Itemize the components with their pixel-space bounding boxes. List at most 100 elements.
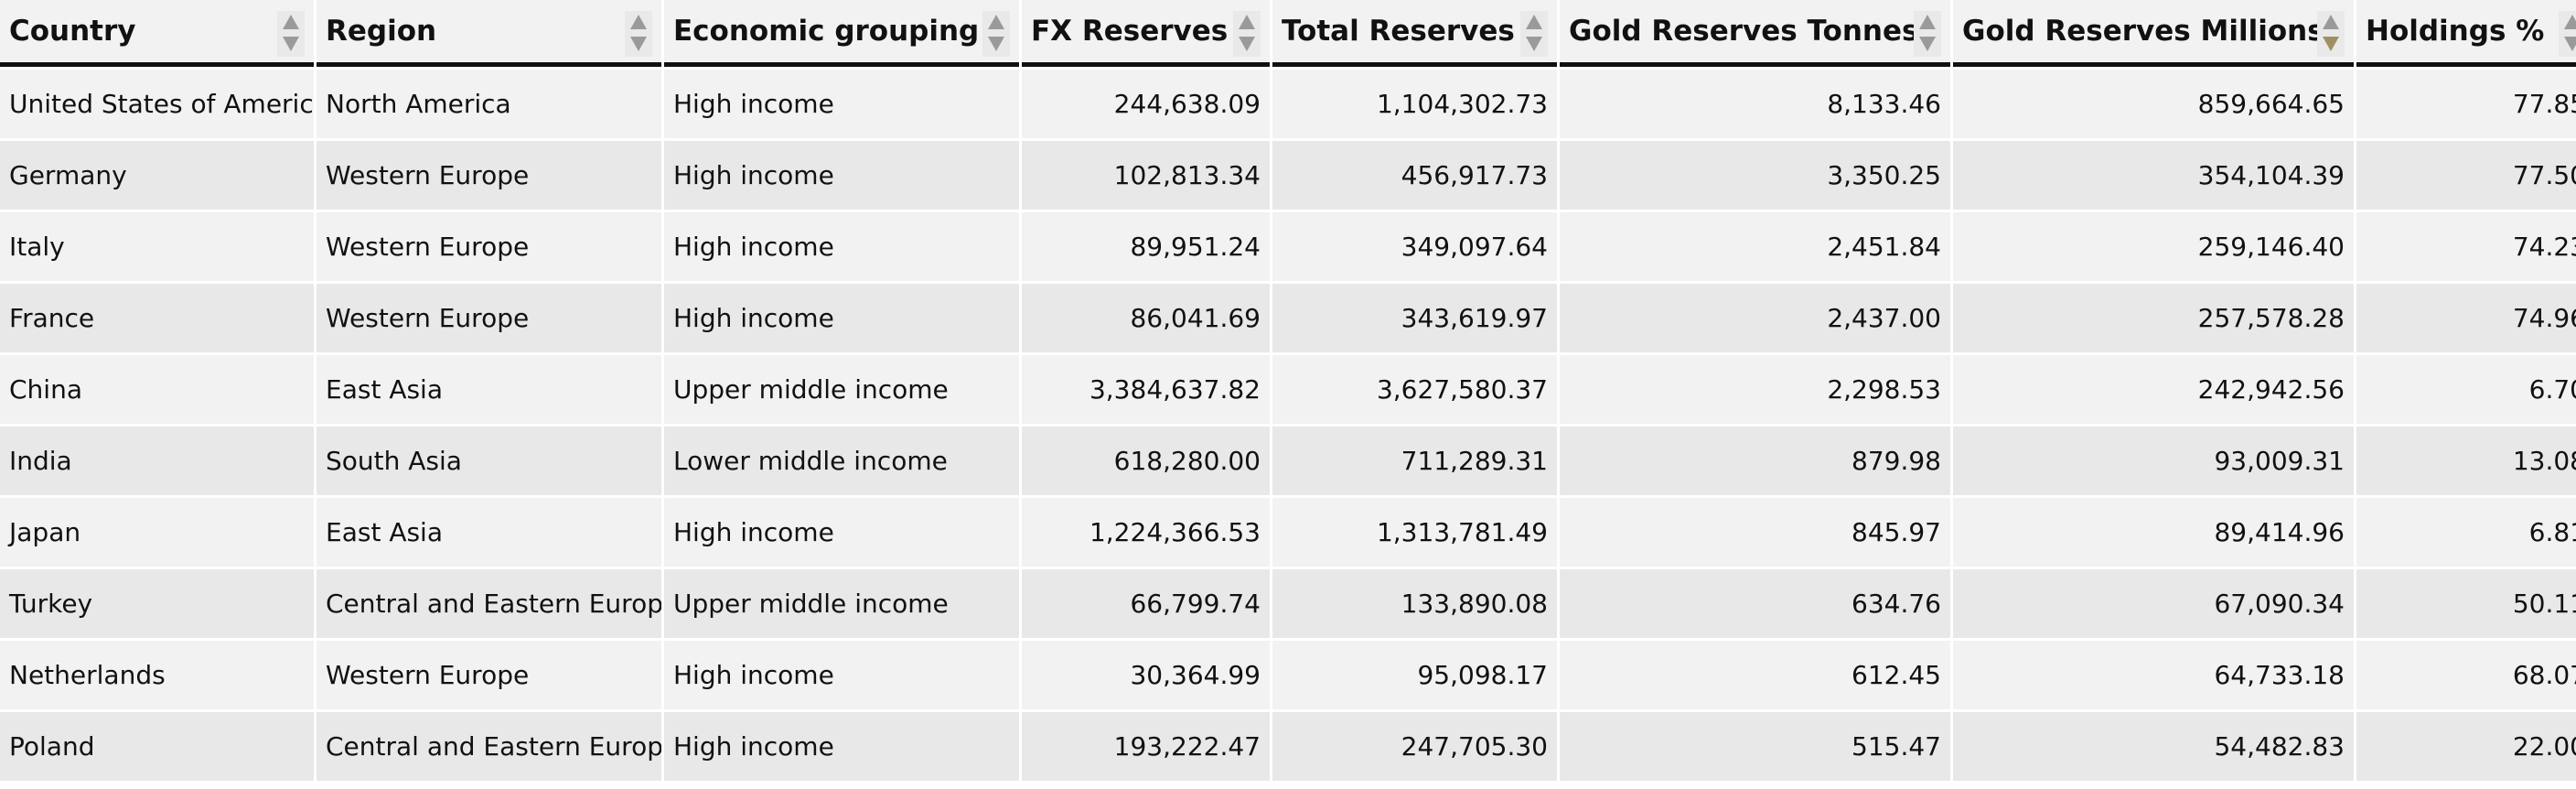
sort-down	[1526, 37, 1542, 51]
table-cell: 3,384,637.82	[1022, 355, 1270, 424]
table-cell: Turkey	[0, 569, 314, 638]
table-cell: China	[0, 355, 314, 424]
table-cell: High income	[664, 141, 1019, 210]
sort-icon[interactable]	[2317, 11, 2345, 57]
header-label: Holdings %	[2366, 15, 2545, 48]
table-cell: 74.96	[2356, 284, 2576, 352]
table-cell: 102,813.34	[1022, 141, 1270, 210]
table-cell: 259,146.40	[1953, 212, 2354, 281]
table-cell: 8,133.46	[1560, 70, 1950, 138]
table-cell: 879.98	[1560, 427, 1950, 495]
table-cell: Lower middle income	[664, 427, 1019, 495]
header-label: Country	[9, 15, 136, 48]
table-cell: United States of America	[0, 70, 314, 138]
table-cell: 515.47	[1560, 712, 1950, 781]
table-row: China East Asia Upper middle income 3,384,6…	[0, 355, 2576, 424]
sort-icon[interactable]	[1233, 11, 1261, 57]
table-cell: 618,280.00	[1022, 427, 1270, 495]
table-cell: South Asia	[317, 427, 661, 495]
table-cell: North America	[317, 70, 661, 138]
table-cell: 343,619.97	[1272, 284, 1557, 352]
table-cell: East Asia	[317, 355, 661, 424]
table-cell: Western Europe	[317, 212, 661, 281]
table-row: France Western Europe High income 86,041.69…	[0, 284, 2576, 352]
table-row: Germany Western Europe High income 102,813.…	[0, 141, 2576, 210]
sort-up	[1239, 15, 1255, 29]
sort-down	[2564, 37, 2576, 51]
table-cell: Central and Eastern Europe	[317, 569, 661, 638]
table-cell: 242,942.56	[1953, 355, 2354, 424]
table-row: Italy Western Europe High income 89,951.24 3…	[0, 212, 2576, 281]
table-cell: 247,705.30	[1272, 712, 1557, 781]
table-cell: 2,298.53	[1560, 355, 1950, 424]
table-cell: 612.45	[1560, 641, 1950, 709]
column-header[interactable]: Total Reserves	[1272, 0, 1557, 67]
sort-arrows	[988, 15, 1004, 51]
column-header[interactable]: Region	[317, 0, 661, 67]
table-cell: 845.97	[1560, 498, 1950, 567]
sort-icon[interactable]	[2559, 11, 2576, 57]
table-cell: Upper middle income	[664, 569, 1019, 638]
table-cell: 2,451.84	[1560, 212, 1950, 281]
column-header[interactable]: Holdings %	[2356, 0, 2576, 67]
table-cell: 89,951.24	[1022, 212, 1270, 281]
table-cell: 349,097.64	[1272, 212, 1557, 281]
sort-arrows	[2564, 15, 2576, 51]
sort-arrows	[1526, 15, 1542, 51]
table-cell: Western Europe	[317, 141, 661, 210]
table-cell: 86,041.69	[1022, 284, 1270, 352]
sort-arrows	[630, 15, 647, 51]
sort-up	[1526, 15, 1542, 29]
sort-down	[1919, 37, 1936, 51]
table-row: Turkey Central and Eastern Europe Upper mi…	[0, 569, 2576, 638]
table-cell: 3,627,580.37	[1272, 355, 1557, 424]
column-header[interactable]: FX Reserves	[1022, 0, 1270, 67]
sort-down	[988, 37, 1004, 51]
sort-icon[interactable]	[277, 11, 305, 57]
table-cell: Poland	[0, 712, 314, 781]
sort-down	[2323, 37, 2339, 51]
table-cell: 77.50	[2356, 141, 2576, 210]
table-cell: Italy	[0, 212, 314, 281]
column-header[interactable]: Gold Reserves Millions	[1953, 0, 2354, 67]
table-row: Netherlands Western Europe High income 30,3…	[0, 641, 2576, 709]
column-header[interactable]: Country	[0, 0, 314, 67]
table-cell: East Asia	[317, 498, 661, 567]
table-cell: 95,098.17	[1272, 641, 1557, 709]
sort-arrows	[1239, 15, 1255, 51]
table-cell: 77.85	[2356, 70, 2576, 138]
column-header[interactable]: Gold Reserves Tonnes	[1560, 0, 1950, 67]
table-cell: 456,917.73	[1272, 141, 1557, 210]
header-row: Country Region Economic grouping FX Reserve…	[0, 0, 2576, 67]
sort-icon[interactable]	[982, 11, 1010, 57]
table-cell: High income	[664, 70, 1019, 138]
table-cell: Germany	[0, 141, 314, 210]
table-cell: 634.76	[1560, 569, 1950, 638]
table-cell: 1,104,302.73	[1272, 70, 1557, 138]
sort-up	[1919, 15, 1936, 29]
table-cell: Upper middle income	[664, 355, 1019, 424]
table-cell: 22.00	[2356, 712, 2576, 781]
header-label: Region	[326, 15, 437, 48]
table-cell: Netherlands	[0, 641, 314, 709]
sort-icon[interactable]	[1914, 11, 1941, 57]
sort-icon[interactable]	[625, 11, 652, 57]
sort-up	[988, 15, 1004, 29]
column-header[interactable]: Economic grouping	[664, 0, 1019, 67]
table-cell: India	[0, 427, 314, 495]
table-cell: 1,313,781.49	[1272, 498, 1557, 567]
table-cell: Western Europe	[317, 641, 661, 709]
table-cell: High income	[664, 212, 1019, 281]
sort-arrows	[1919, 15, 1936, 51]
table-row: Poland Central and Eastern Europe High inc…	[0, 712, 2576, 781]
table-cell: 68.07	[2356, 641, 2576, 709]
table-cell: 89,414.96	[1953, 498, 2354, 567]
table-cell: 13.08	[2356, 427, 2576, 495]
table-cell: 66,799.74	[1022, 569, 1270, 638]
table-cell: High income	[664, 641, 1019, 709]
table-cell: 244,638.09	[1022, 70, 1270, 138]
table-cell: High income	[664, 712, 1019, 781]
sort-icon[interactable]	[1520, 11, 1548, 57]
sort-up	[2323, 15, 2339, 29]
table-cell: 50.11	[2356, 569, 2576, 638]
